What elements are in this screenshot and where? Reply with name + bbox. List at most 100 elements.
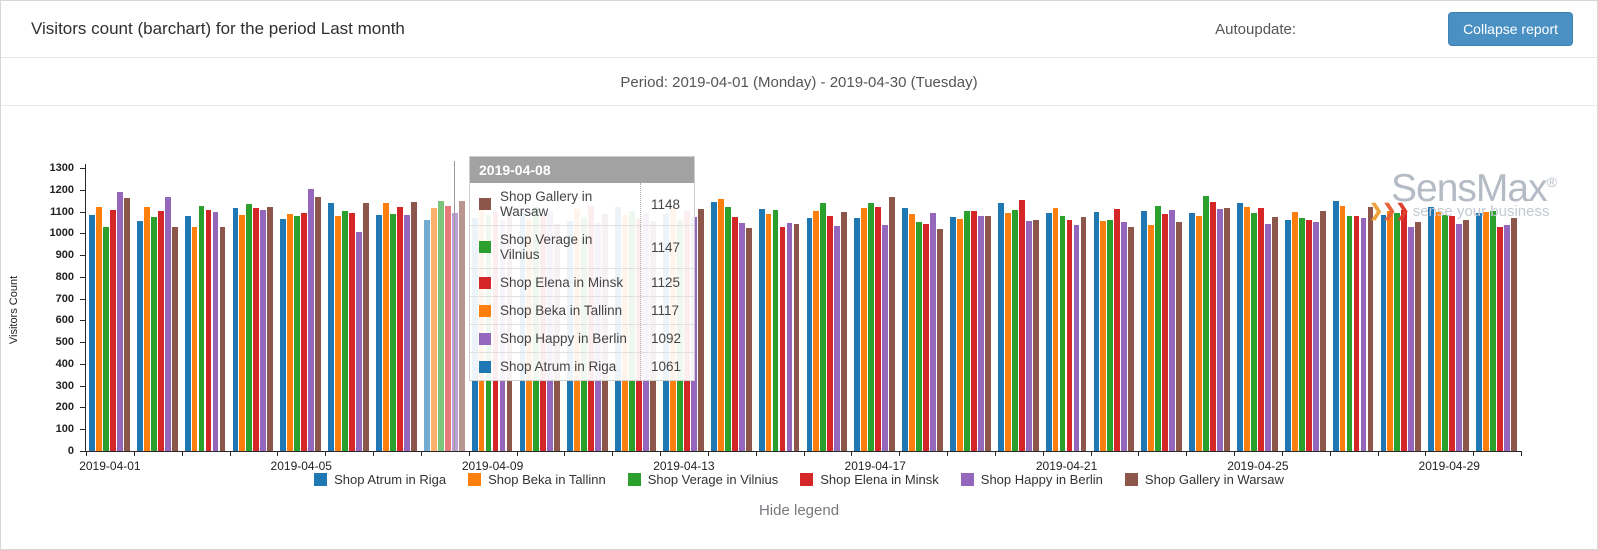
bar-group[interactable]	[804, 168, 852, 451]
bar[interactable]	[1354, 216, 1360, 451]
legend-item[interactable]: Shop Verage in Vilnius	[628, 472, 779, 487]
bar[interactable]	[137, 221, 143, 451]
bar[interactable]	[124, 198, 130, 451]
bar[interactable]	[185, 216, 191, 451]
bar[interactable]	[1251, 213, 1257, 451]
legend-item[interactable]: Shop Happy in Berlin	[961, 472, 1103, 487]
bar[interactable]	[1401, 210, 1407, 451]
bar[interactable]	[978, 216, 984, 451]
bar[interactable]	[759, 209, 765, 451]
bar[interactable]	[424, 220, 430, 451]
bar[interactable]	[397, 207, 403, 451]
bar-group[interactable]	[1234, 168, 1282, 451]
bar[interactable]	[1265, 224, 1271, 451]
bar-group[interactable]	[421, 168, 469, 451]
bar[interactable]	[390, 214, 396, 452]
bar[interactable]	[1456, 224, 1462, 451]
bar-group[interactable]	[277, 168, 325, 451]
legend-item[interactable]: Shop Atrum in Riga	[314, 472, 446, 487]
bar[interactable]	[1368, 207, 1374, 451]
bar[interactable]	[1381, 215, 1387, 451]
bar-group[interactable]	[995, 168, 1043, 451]
bar[interactable]	[199, 206, 205, 451]
bar[interactable]	[698, 209, 704, 451]
bar[interactable]	[328, 203, 334, 451]
legend-item[interactable]: Shop Elena in Minsk	[800, 472, 939, 487]
bar[interactable]	[1463, 220, 1469, 451]
bar[interactable]	[1435, 212, 1441, 451]
bar[interactable]	[794, 224, 800, 451]
bar[interactable]	[294, 216, 300, 451]
bar[interactable]	[1394, 213, 1400, 451]
bar-group[interactable]	[1473, 168, 1521, 451]
bar[interactable]	[308, 189, 314, 451]
bar[interactable]	[916, 222, 922, 451]
bar-group[interactable]	[1378, 168, 1426, 451]
hide-legend-link[interactable]: Hide legend	[1, 502, 1597, 519]
bar[interactable]	[1237, 203, 1243, 451]
bar-group[interactable]	[86, 168, 134, 451]
bar[interactable]	[725, 207, 731, 451]
bar[interactable]	[1347, 216, 1353, 451]
bar[interactable]	[998, 203, 1004, 451]
collapse-report-button[interactable]: Collapse report	[1448, 12, 1573, 46]
bar[interactable]	[1483, 212, 1489, 451]
bar[interactable]	[1306, 220, 1312, 451]
bar[interactable]	[260, 210, 266, 451]
bar[interactable]	[1504, 225, 1510, 451]
bar-group[interactable]	[1282, 168, 1330, 451]
bar[interactable]	[1114, 209, 1120, 451]
bar[interactable]	[1046, 213, 1052, 451]
bar[interactable]	[411, 202, 417, 451]
bar-group[interactable]	[1138, 168, 1186, 451]
bar[interactable]	[1333, 201, 1339, 451]
bar-group[interactable]	[947, 168, 995, 451]
bar[interactable]	[1203, 196, 1209, 451]
legend-item[interactable]: Shop Beka in Tallinn	[468, 472, 606, 487]
bar[interactable]	[1074, 225, 1080, 451]
bar[interactable]	[1128, 227, 1134, 451]
bar[interactable]	[1361, 218, 1367, 451]
bar[interactable]	[342, 211, 348, 451]
bar-group[interactable]	[708, 168, 756, 451]
bar[interactable]	[950, 217, 956, 451]
bar[interactable]	[1415, 222, 1421, 451]
bar[interactable]	[854, 218, 860, 451]
bar[interactable]	[807, 218, 813, 451]
bar[interactable]	[1428, 207, 1434, 451]
bar[interactable]	[287, 214, 293, 451]
bar[interactable]	[1497, 227, 1503, 451]
bar[interactable]	[1244, 207, 1250, 451]
bar[interactable]	[315, 197, 321, 451]
bar[interactable]	[773, 210, 779, 451]
bar[interactable]	[1196, 216, 1202, 451]
bar[interactable]	[1299, 218, 1305, 451]
bar[interactable]	[103, 227, 109, 451]
bar[interactable]	[1490, 211, 1496, 451]
bar[interactable]	[1511, 218, 1517, 451]
bar[interactable]	[1060, 216, 1066, 451]
bar[interactable]	[1162, 214, 1168, 451]
bar[interactable]	[206, 210, 212, 451]
bar[interactable]	[1320, 211, 1326, 451]
bar[interactable]	[1176, 222, 1182, 451]
bar-group[interactable]	[899, 168, 947, 451]
bar[interactable]	[1476, 213, 1482, 451]
bar[interactable]	[1107, 220, 1113, 451]
bar[interactable]	[841, 212, 847, 451]
bar[interactable]	[1005, 213, 1011, 451]
bar-group[interactable]	[134, 168, 182, 451]
bar[interactable]	[335, 216, 341, 451]
legend-item[interactable]: Shop Gallery in Warsaw	[1125, 472, 1284, 487]
bar[interactable]	[1292, 212, 1298, 451]
bar[interactable]	[1100, 221, 1106, 451]
bar[interactable]	[820, 203, 826, 451]
bar[interactable]	[233, 208, 239, 451]
bar[interactable]	[827, 216, 833, 451]
bar[interactable]	[151, 217, 157, 451]
bar[interactable]	[213, 212, 219, 451]
bar[interactable]	[267, 207, 273, 451]
bar-group[interactable]	[1091, 168, 1139, 451]
bar[interactable]	[930, 213, 936, 451]
bar[interactable]	[882, 225, 888, 451]
